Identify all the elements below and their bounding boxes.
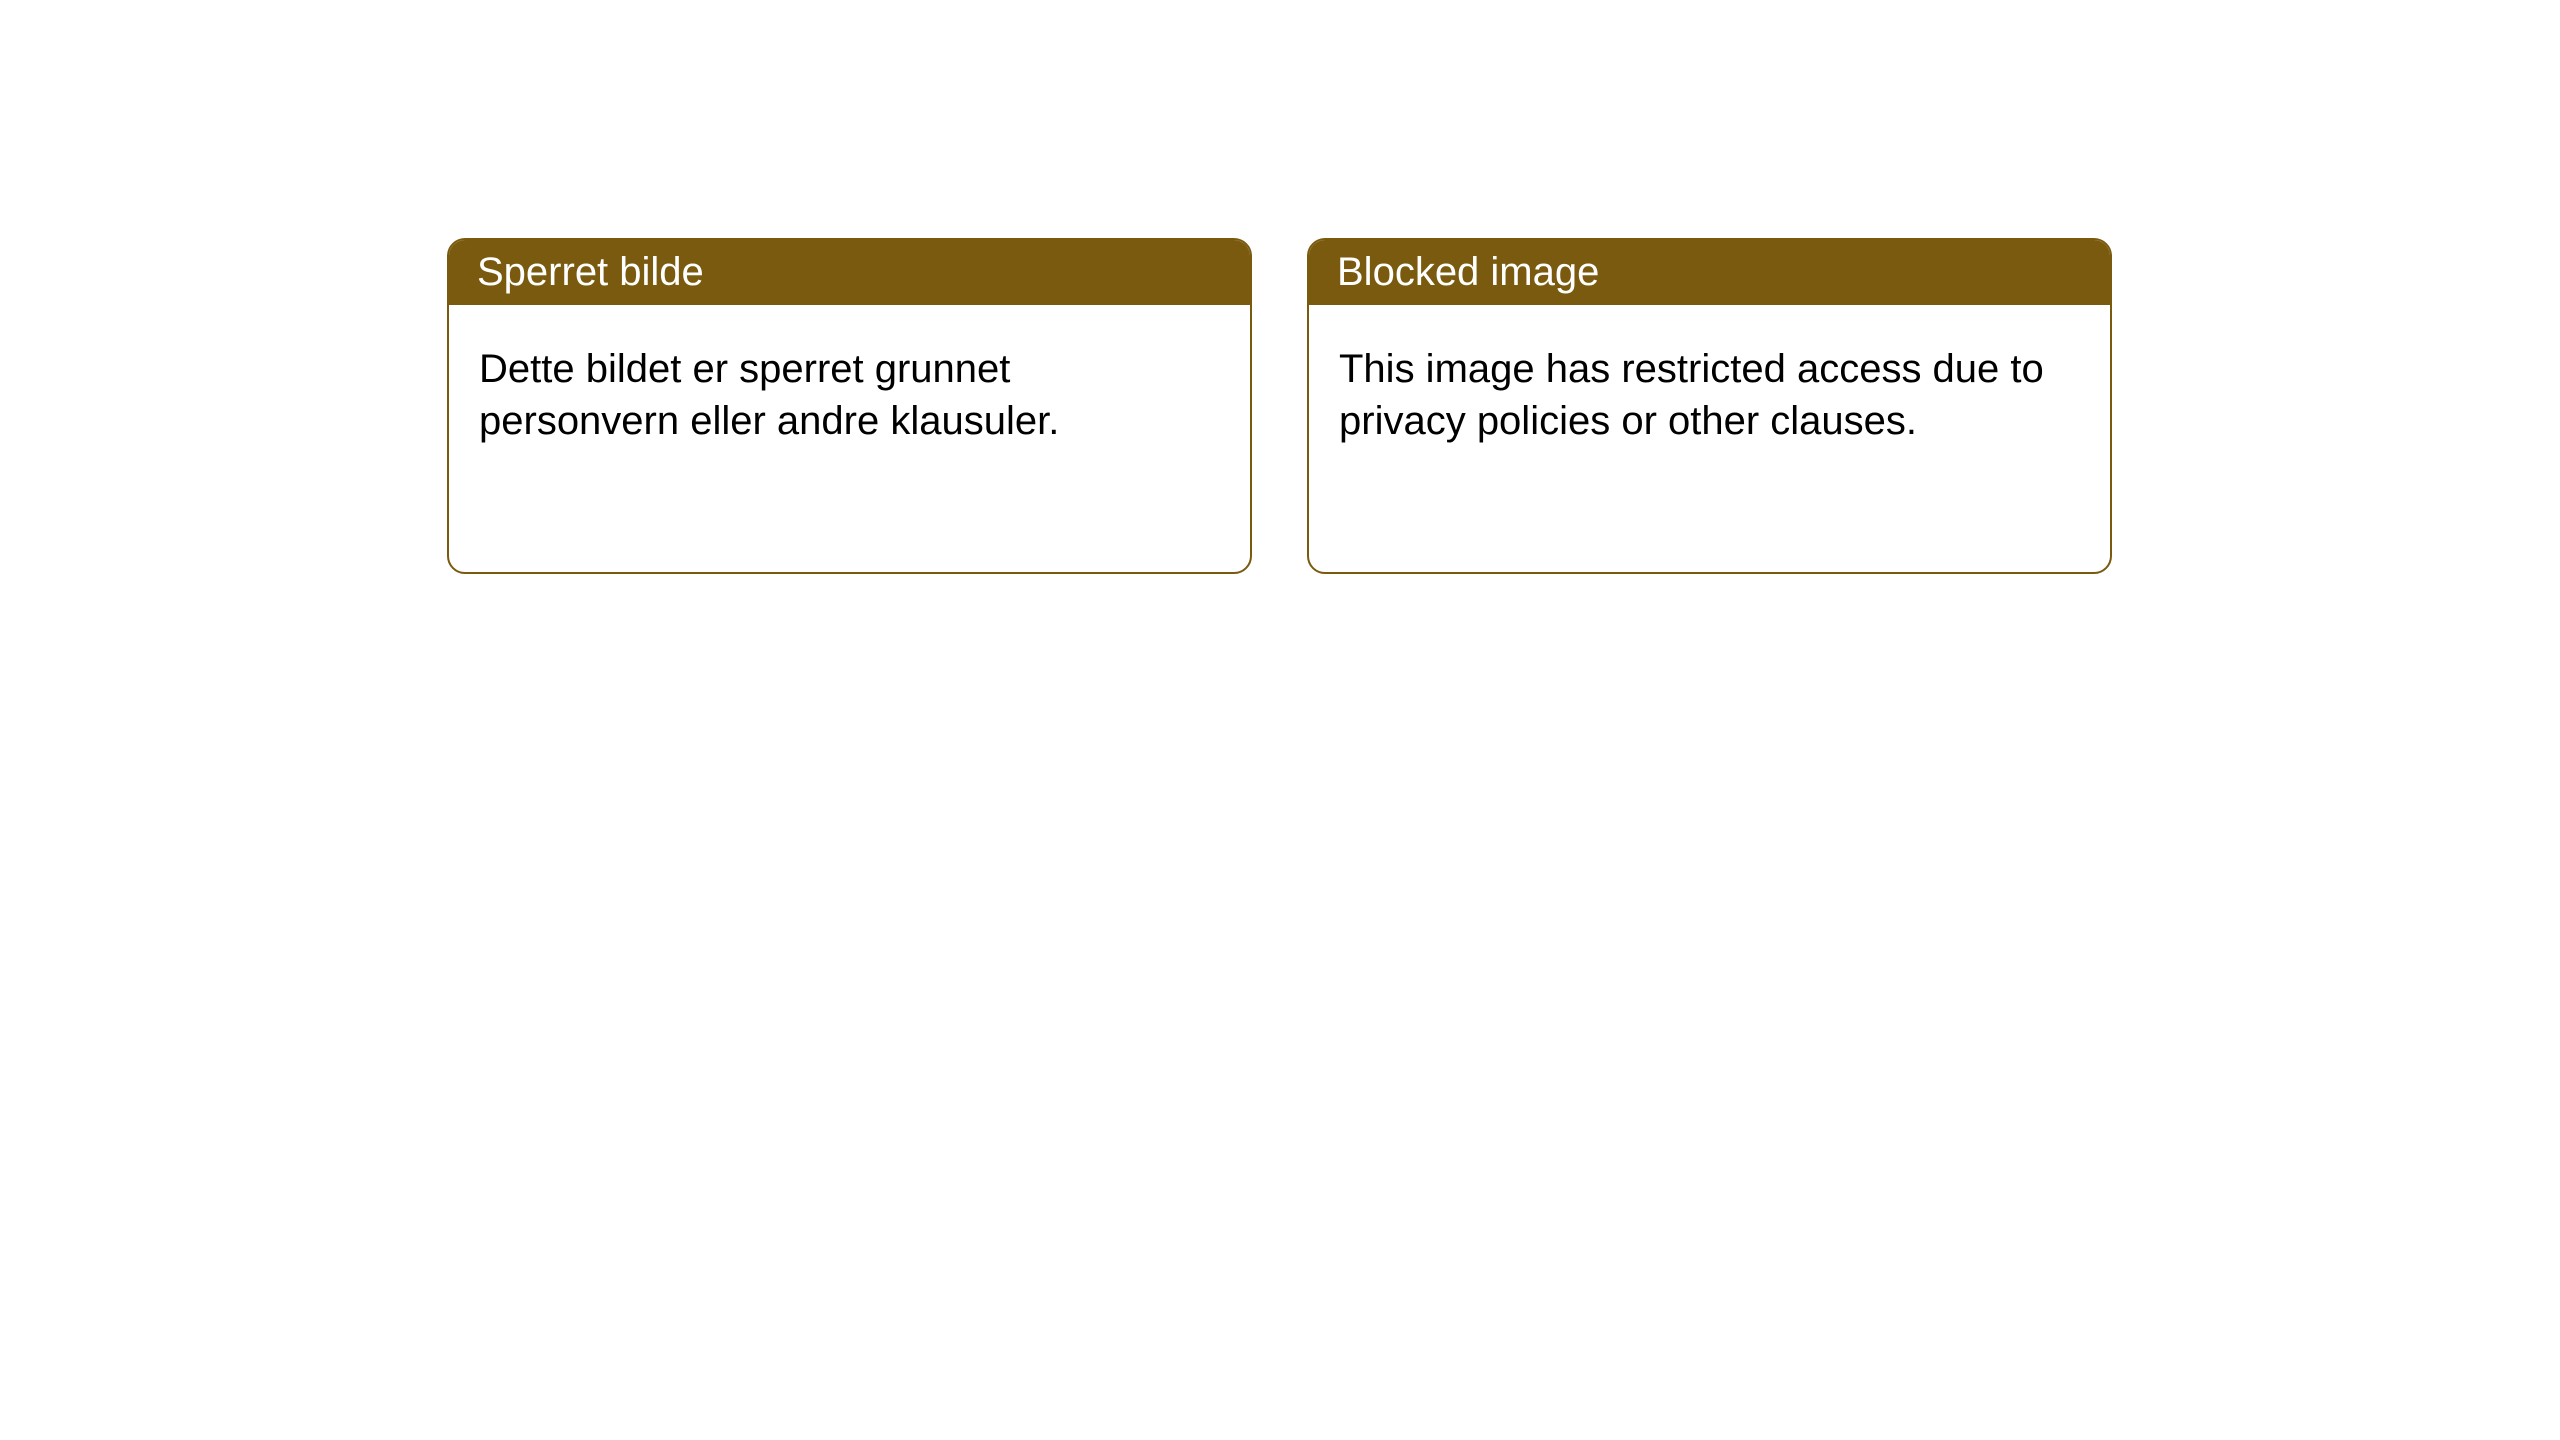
card-message-no: Dette bildet er sperret grunnet personve… (479, 347, 1059, 443)
card-message-en: This image has restricted access due to … (1339, 347, 2044, 443)
blocked-image-card-en: Blocked image This image has restricted … (1307, 238, 2112, 574)
card-body-en: This image has restricted access due to … (1309, 305, 2110, 485)
card-header-en: Blocked image (1309, 240, 2110, 305)
card-title-en: Blocked image (1337, 250, 1599, 294)
blocked-image-card-no: Sperret bilde Dette bildet er sperret gr… (447, 238, 1252, 574)
card-header-no: Sperret bilde (449, 240, 1250, 305)
card-title-no: Sperret bilde (477, 250, 704, 294)
card-body-no: Dette bildet er sperret grunnet personve… (449, 305, 1250, 485)
notices-container: Sperret bilde Dette bildet er sperret gr… (0, 0, 2560, 574)
